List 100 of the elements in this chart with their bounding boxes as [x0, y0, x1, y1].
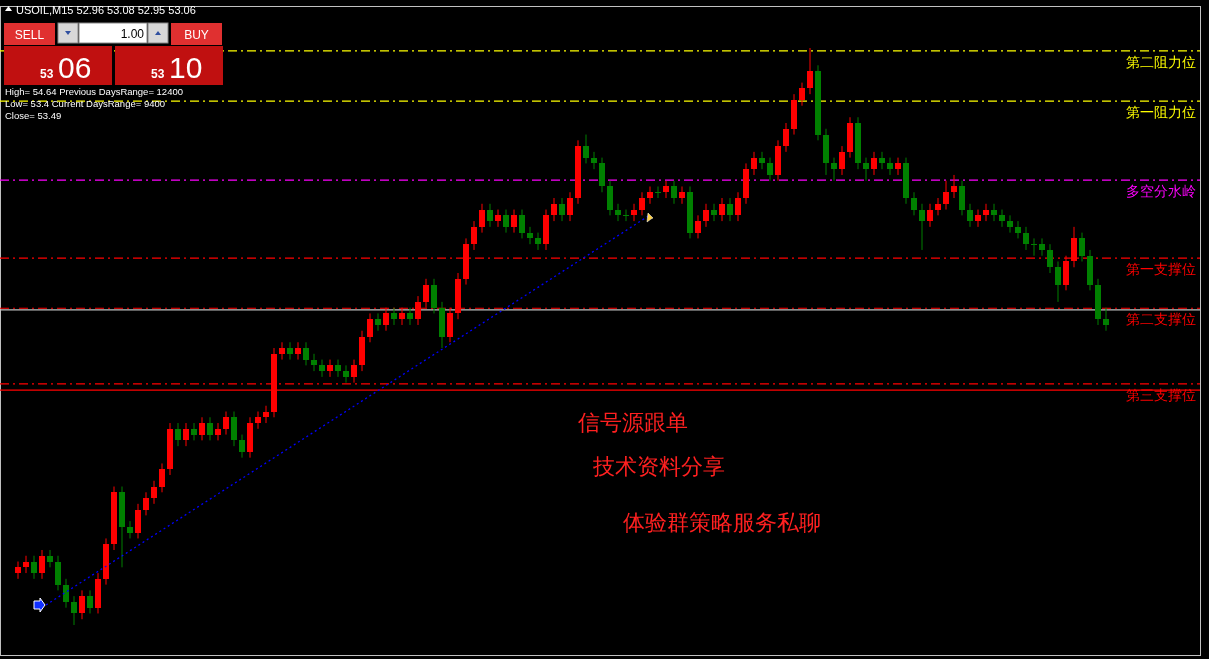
candlestick [807, 47, 813, 95]
candlestick [887, 157, 893, 176]
candlestick [287, 341, 293, 361]
candlestick [471, 220, 477, 251]
candlestick [175, 422, 181, 447]
candlestick [431, 278, 437, 314]
candlestick [935, 197, 941, 216]
annotation: Close= 53.49 [5, 110, 62, 121]
candlestick [31, 555, 37, 580]
ref-line-label: 第二支撑位 [1126, 311, 1196, 328]
candlestick [623, 209, 629, 222]
candlestick [159, 462, 165, 493]
candlestick [143, 491, 149, 516]
candlestick [839, 145, 845, 176]
candlestick [335, 359, 341, 378]
candlestick [663, 180, 669, 199]
candlestick [783, 122, 789, 153]
text: BUY [184, 27, 209, 42]
ref-line-label: 第一支撑位 [1126, 261, 1196, 278]
candlestick [1031, 237, 1037, 257]
candlestick [1023, 226, 1029, 251]
annotation: 信号源跟单 [578, 410, 688, 435]
candlestick [639, 191, 645, 216]
candlestick [375, 312, 381, 332]
candlestick [255, 411, 261, 430]
candlestick [15, 561, 21, 580]
candlestick [1055, 260, 1061, 303]
annotation: 53 [151, 67, 165, 81]
candlestick [895, 157, 901, 176]
candlestick [583, 134, 589, 164]
candlestick [391, 307, 397, 326]
text: 1.00 [120, 26, 145, 41]
candlestick [63, 578, 69, 609]
candlestick [919, 203, 925, 251]
candlestick [863, 157, 869, 182]
candlestick [727, 197, 733, 222]
candlestick [695, 214, 701, 239]
candlestick [567, 191, 573, 222]
candlestick [231, 411, 237, 447]
candlestick [519, 209, 525, 239]
candlestick [1039, 237, 1045, 257]
candlestick [503, 209, 509, 234]
candlestick [1015, 220, 1021, 239]
annotation: 06 [58, 51, 92, 84]
candlestick [39, 549, 45, 580]
candlestick [599, 157, 605, 193]
candlestick [495, 209, 501, 228]
candlestick [87, 589, 93, 614]
candlestick [831, 157, 837, 182]
candlestick [327, 359, 333, 378]
candlestick [911, 191, 917, 216]
candlestick [679, 185, 685, 205]
candlestick [295, 341, 301, 361]
candlestick [535, 232, 541, 251]
ref-line-label: 第三支撑位 [1126, 386, 1196, 403]
candlestick [343, 364, 349, 384]
candlestick [351, 359, 357, 384]
candlestick [55, 555, 61, 591]
candlestick [647, 185, 653, 205]
candlestick [735, 191, 741, 222]
candlestick [551, 197, 557, 222]
candlestick [1007, 214, 1013, 234]
candlestick [975, 209, 981, 228]
annotation: 10 [169, 51, 203, 84]
candlestick [967, 203, 973, 228]
candlestick [951, 174, 957, 199]
candlestick [191, 422, 197, 441]
candlestick [1103, 307, 1109, 332]
ref-line-label: 第一阻力位 [1126, 104, 1196, 121]
annotation: High= 54.64 Previous DaysRange= 12400 [5, 86, 183, 97]
candlestick [319, 359, 325, 378]
candlestick [767, 157, 773, 182]
candlestick [151, 480, 157, 505]
candlestick [871, 151, 877, 176]
chart-title: USOIL,M15 52.96 53.08 52.95 53.06 [16, 4, 196, 16]
candlestick [279, 341, 285, 361]
candlestick [215, 422, 221, 441]
ref-line-label: 第二阻力位 [1126, 53, 1196, 70]
candlestick [207, 416, 213, 441]
candlestick [223, 411, 229, 436]
candlestick [71, 595, 77, 626]
candlestick [943, 180, 949, 211]
candlestick [367, 312, 373, 343]
candlestick [127, 520, 133, 539]
candlestick [927, 203, 933, 228]
candlestick [607, 180, 613, 216]
candlestick [559, 197, 565, 222]
candlestick [1047, 243, 1053, 274]
candlestick [511, 209, 517, 234]
text: SELL [14, 27, 45, 42]
candlestick [239, 434, 245, 459]
candlestick [959, 180, 965, 216]
candlestick [479, 203, 485, 234]
candlestick [135, 503, 141, 539]
annotation: 体验群策略服务私聊 [623, 510, 821, 535]
annotation: 技术资料分享 [592, 454, 725, 479]
candlestick [999, 209, 1005, 228]
candlestick [303, 341, 309, 366]
candlestick [719, 197, 725, 222]
candlestick [799, 82, 805, 107]
